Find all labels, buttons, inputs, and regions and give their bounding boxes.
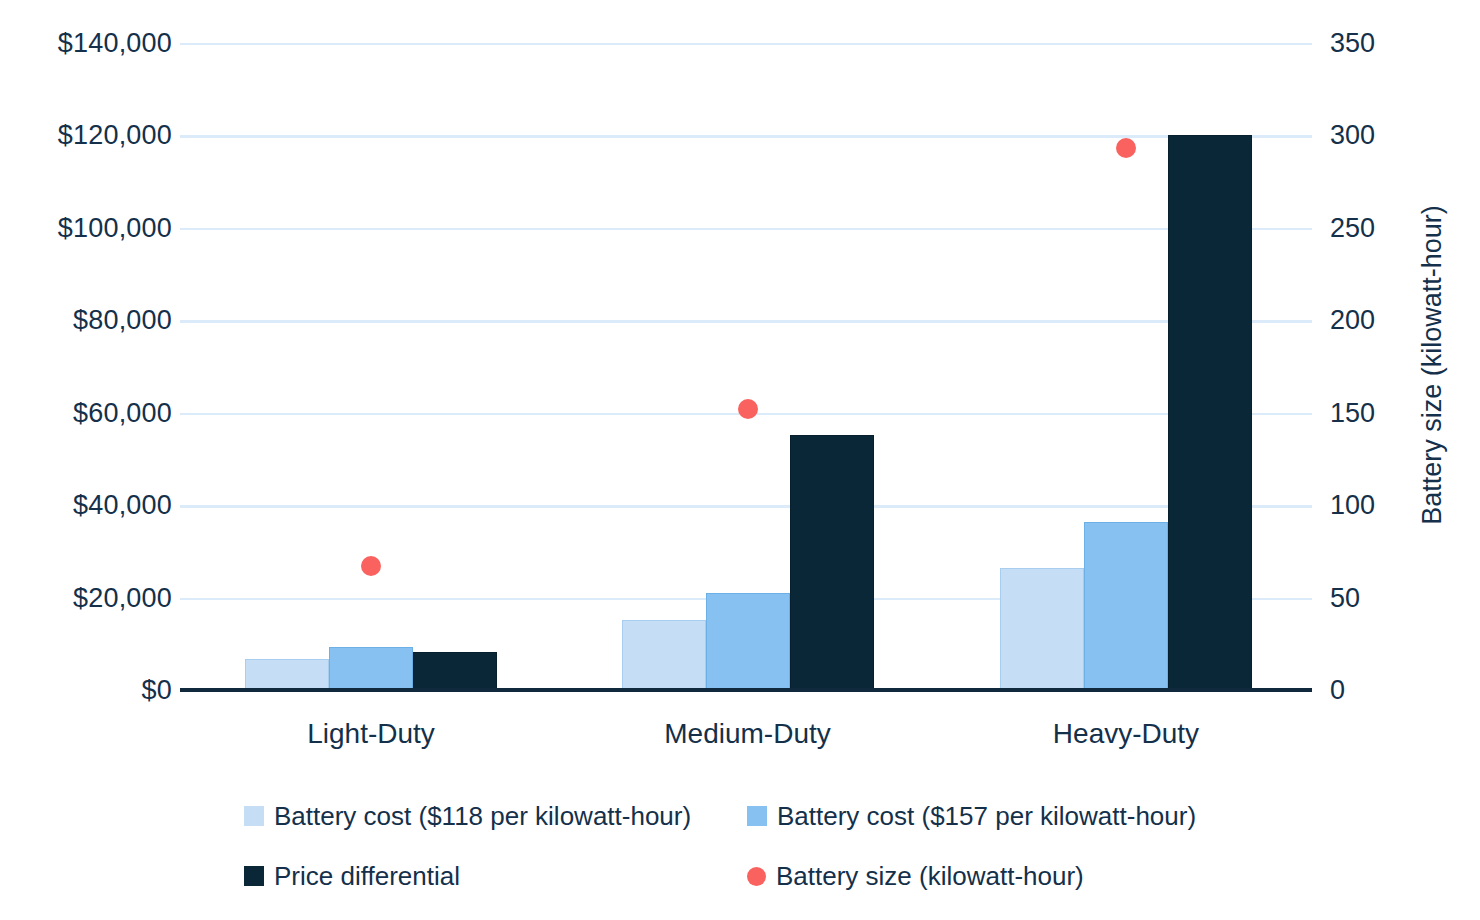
y-axis-tick-label: $80,000 bbox=[0, 305, 172, 335]
y2-axis-tick-label: 0 bbox=[1330, 675, 1420, 705]
y-axis-tick-label: $0 bbox=[0, 675, 172, 705]
legend-item-battery-size: Battery size (kilowatt-hour) bbox=[747, 861, 1084, 891]
x-axis-label-medium-duty: Medium-Duty bbox=[588, 718, 908, 750]
bar-price-differential-heavy-duty bbox=[1168, 135, 1252, 688]
y2-axis-tick-label: 150 bbox=[1330, 398, 1420, 428]
bar-battery-cost-157-heavy-duty bbox=[1084, 522, 1168, 688]
bar-price-differential-light-duty bbox=[413, 652, 497, 688]
y2-axis-tick-label: 300 bbox=[1330, 120, 1420, 150]
bar-battery-cost-118-medium-duty bbox=[622, 620, 706, 688]
dot-battery-size-medium-duty bbox=[738, 399, 758, 419]
gridline bbox=[180, 135, 1312, 138]
y-axis-tick-label: $60,000 bbox=[0, 398, 172, 428]
y2-axis-tick-label: 200 bbox=[1330, 305, 1420, 335]
y2-axis-tick-label: 250 bbox=[1330, 213, 1420, 243]
gridline bbox=[180, 320, 1312, 323]
chart-canvas: $0 $20,000 $40,000 $60,000 $80,000 $100,000 $1… bbox=[0, 0, 1480, 920]
y2-axis-tick-label: 350 bbox=[1330, 28, 1420, 58]
legend-dot-icon-battery-size bbox=[747, 867, 766, 886]
bar-battery-cost-157-medium-duty bbox=[706, 593, 790, 688]
legend-swatch-icon-price-differential bbox=[244, 866, 264, 886]
y2-axis-tick-label: 100 bbox=[1330, 490, 1420, 520]
x-axis-label-heavy-duty: Heavy-Duty bbox=[966, 718, 1286, 750]
legend-item-battery-cost-118: Battery cost ($118 per kilowatt-hour) bbox=[244, 801, 691, 831]
right-axis-title: Battery size (kilowatt-hour) bbox=[1417, 205, 1448, 525]
y-axis-tick-label: $120,000 bbox=[0, 120, 172, 150]
y-axis-tick-label: $40,000 bbox=[0, 490, 172, 520]
legend-label-battery-size: Battery size (kilowatt-hour) bbox=[776, 861, 1084, 891]
dot-battery-size-heavy-duty bbox=[1116, 138, 1136, 158]
bar-battery-cost-118-heavy-duty bbox=[1000, 568, 1084, 688]
legend-item-price-differential: Price differential bbox=[244, 861, 460, 891]
legend-label-battery-cost-118: Battery cost ($118 per kilowatt-hour) bbox=[274, 801, 691, 831]
bar-price-differential-medium-duty bbox=[790, 435, 874, 688]
y-axis-tick-label: $140,000 bbox=[0, 28, 172, 58]
y-axis-tick-label: $100,000 bbox=[0, 213, 172, 243]
legend-item-battery-cost-157: Battery cost ($157 per kilowatt-hour) bbox=[747, 801, 1196, 831]
gridline bbox=[180, 43, 1312, 46]
dot-battery-size-light-duty bbox=[361, 556, 381, 576]
legend-label-battery-cost-157: Battery cost ($157 per kilowatt-hour) bbox=[777, 801, 1196, 831]
gridline bbox=[180, 228, 1312, 231]
bar-battery-cost-118-light-duty bbox=[245, 659, 329, 688]
gridline bbox=[180, 505, 1312, 508]
y2-axis-tick-label: 50 bbox=[1330, 583, 1420, 613]
bar-battery-cost-157-light-duty bbox=[329, 647, 413, 688]
y-axis-tick-label: $20,000 bbox=[0, 583, 172, 613]
x-axis-label-light-duty: Light-Duty bbox=[211, 718, 531, 750]
legend-label-price-differential: Price differential bbox=[274, 861, 460, 891]
legend-swatch-icon-battery-cost-118 bbox=[244, 806, 264, 826]
x-axis-line bbox=[180, 688, 1312, 692]
legend-swatch-icon-battery-cost-157 bbox=[747, 806, 767, 826]
